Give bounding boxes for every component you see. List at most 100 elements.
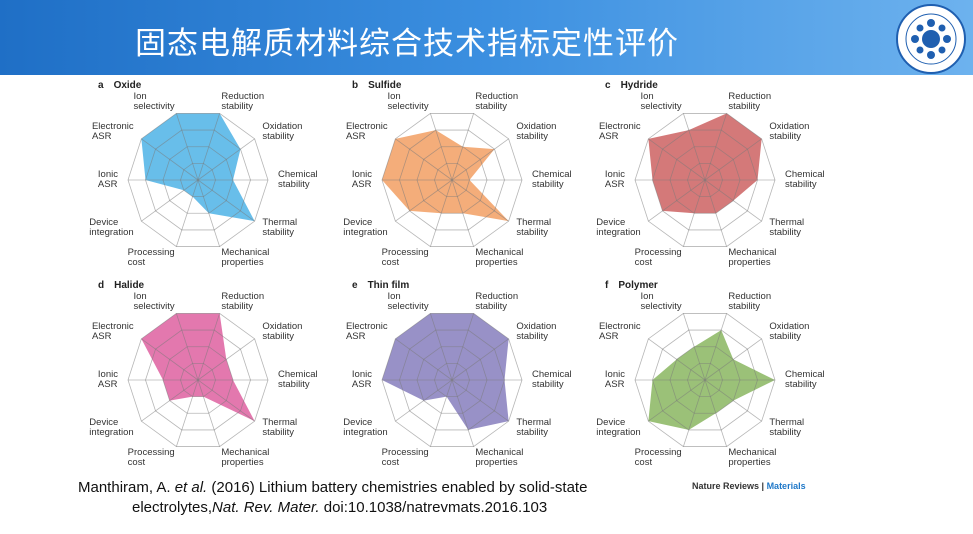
- axis-label: Ionic ASR: [97, 169, 118, 190]
- axis-label: Oxidation stability: [516, 120, 557, 142]
- radar-spoke: [141, 179, 199, 222]
- axis-label: Ionic ASR: [97, 369, 118, 390]
- radar-spoke: [682, 179, 706, 247]
- radar-spoke: [704, 113, 728, 181]
- axis-label: Thermal stability: [769, 217, 805, 239]
- radar-ring: [381, 313, 523, 447]
- citation-text: Nat. Rev. Mater.: [212, 499, 320, 516]
- radar-spoke: [451, 313, 475, 381]
- radar-spoke: [429, 313, 453, 381]
- axis-label: Processing cost: [127, 246, 175, 268]
- axis-label: Processing cost: [127, 446, 175, 468]
- axis-label: Reduction stability: [221, 291, 265, 312]
- radar-spoke: [175, 379, 199, 447]
- axis-label: Mechanical properties: [475, 446, 524, 468]
- chart-plot: [127, 113, 269, 247]
- radar-spoke: [704, 313, 728, 381]
- axis-label: Ion selectivity: [640, 91, 682, 112]
- axis-label: Device integration: [343, 217, 388, 239]
- axis-label: Reduction stability: [475, 91, 519, 112]
- chart-heading: a Oxide: [98, 80, 151, 91]
- radar-spoke: [451, 379, 509, 422]
- axis-label: Reduction stability: [728, 91, 772, 112]
- chart-title: Oxide: [113, 80, 142, 91]
- radar-spoke: [451, 138, 509, 181]
- axis-label: Device integration: [596, 217, 641, 239]
- axis-label: Electronic ASR: [91, 120, 134, 142]
- radar-spoke: [704, 179, 728, 247]
- chart-heading: d Halide: [98, 280, 154, 291]
- axis-label: Device integration: [89, 217, 134, 239]
- panel-label: f: [605, 280, 609, 291]
- radar-spoke: [197, 379, 221, 447]
- radar-spoke: [682, 113, 706, 181]
- axis-label: Device integration: [596, 417, 641, 439]
- axis-label: Mechanical properties: [728, 246, 777, 268]
- radar-spoke: [197, 179, 221, 247]
- radar-spoke: [451, 379, 475, 447]
- radar-spoke: [175, 113, 199, 181]
- radar-spoke: [197, 313, 221, 381]
- radar-spoke: [451, 338, 509, 381]
- panel-label: c: [605, 80, 611, 91]
- axis-label: Chemical stability: [278, 169, 318, 190]
- panel-label: a: [98, 80, 104, 91]
- radar-spoke: [648, 138, 706, 181]
- axis-label: Processing cost: [634, 446, 682, 468]
- axis-label: Ionic ASR: [351, 369, 372, 390]
- axis-label: Mechanical properties: [728, 446, 777, 468]
- axis-label: Thermal stability: [262, 417, 298, 439]
- axis-label: Processing cost: [634, 246, 682, 268]
- radar-spoke: [704, 338, 762, 381]
- radar-spoke: [682, 379, 706, 447]
- axis-label: Reduction stability: [728, 291, 772, 312]
- axis-label: Chemical stability: [785, 169, 825, 190]
- citation-text: electrolytes,: [132, 499, 213, 516]
- radar-spoke: [704, 179, 762, 222]
- axis-label: Ion selectivity: [640, 291, 682, 312]
- axis-label: Mechanical properties: [221, 246, 270, 268]
- radar-spoke: [197, 113, 221, 181]
- radar-chart: f Polymer Ion selectivity Reduction stabili…: [596, 280, 845, 470]
- chart-plot: [381, 313, 523, 447]
- radar-spoke: [704, 379, 728, 447]
- chart-title: Thin film: [367, 280, 410, 291]
- radar-spoke: [648, 179, 706, 222]
- axis-label: Processing cost: [381, 446, 429, 468]
- radar-spoke: [395, 379, 453, 422]
- source-text: Nature Reviews: [692, 481, 760, 491]
- axis-label: Reduction stability: [221, 91, 265, 112]
- radar-spoke: [197, 179, 255, 222]
- chart-heading: c Hydride: [605, 80, 668, 91]
- axis-label: Oxidation stability: [516, 320, 557, 342]
- chart-heading: b Sulfide: [352, 80, 411, 91]
- axis-label: Ion selectivity: [387, 91, 429, 112]
- radar-area: [141, 313, 255, 422]
- citation-text: doi:10.1038/natrevmats.2016.103: [319, 499, 548, 516]
- radar-area: [382, 313, 509, 430]
- radar-spoke: [451, 179, 509, 222]
- slide-title: 固态电解质材料综合技术指标定性评价: [135, 26, 679, 62]
- radar-area: [141, 113, 255, 222]
- chart-title: Hydride: [620, 80, 658, 91]
- chart-title: Polymer: [618, 280, 658, 291]
- source-text: Materials: [766, 481, 806, 491]
- logo: [896, 4, 966, 74]
- axis-label: Processing cost: [381, 246, 429, 268]
- axis-label: Chemical stability: [278, 369, 318, 390]
- source: Nature Reviews | Materials: [692, 481, 806, 491]
- chart-heading: e Thin film: [352, 280, 419, 291]
- axis-label: Chemical stability: [532, 169, 572, 190]
- panel-label: e: [352, 280, 358, 291]
- radar-chart: b Sulfide Ion selectivity Reduction stabili…: [343, 80, 592, 270]
- chart-title: Sulfide: [368, 80, 402, 91]
- citation-text: Manthiram, A.: [78, 479, 175, 496]
- axis-label: Device integration: [89, 417, 134, 439]
- radar-spoke: [197, 379, 255, 422]
- axis-label: Chemical stability: [785, 369, 825, 390]
- radar-spoke: [451, 113, 475, 181]
- axis-label: Thermal stability: [769, 417, 805, 439]
- axis-label: Oxidation stability: [262, 320, 303, 342]
- axis-label: Thermal stability: [516, 217, 552, 239]
- radar-ring: [127, 313, 269, 447]
